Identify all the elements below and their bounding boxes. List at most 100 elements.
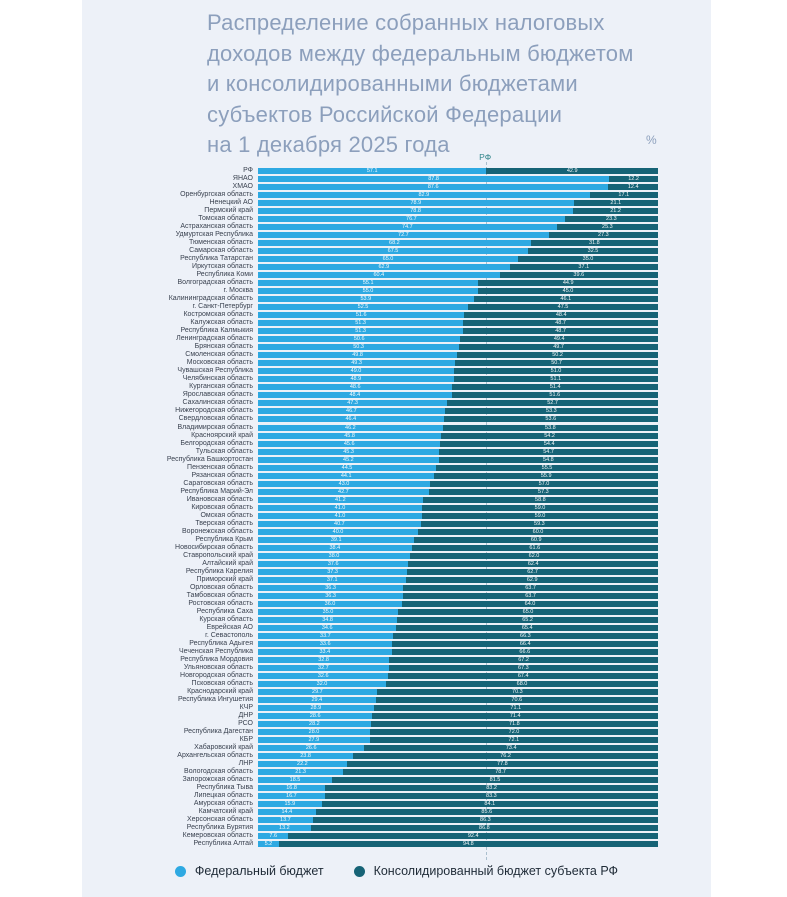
federal-segment: 49.3 bbox=[258, 360, 456, 367]
consolidated-value: 70.3 bbox=[512, 689, 523, 696]
consolidated-segment: 67.2 bbox=[389, 656, 658, 663]
chart-row: Республика Тыва 16.8 83.2 bbox=[82, 784, 711, 792]
federal-segment: 67.5 bbox=[258, 248, 528, 255]
consolidated-value: 77.8 bbox=[497, 761, 508, 768]
federal-segment: 68.2 bbox=[258, 240, 531, 247]
stacked-bar: 48.9 51.1 bbox=[258, 376, 658, 383]
consolidated-segment: 51.6 bbox=[451, 392, 658, 399]
consolidated-value: 49.4 bbox=[553, 336, 565, 343]
region-label: РФ bbox=[243, 167, 253, 174]
stacked-bar: 65.0 35.0 bbox=[258, 256, 658, 263]
consolidated-segment: 55.9 bbox=[434, 472, 658, 479]
chart-row: Чеченская Республика 33.4 66.6 bbox=[82, 648, 711, 656]
region-label: Чеченская Республика bbox=[179, 647, 253, 655]
stacked-bar: 42.7 57.3 bbox=[258, 488, 658, 495]
federal-value: 28.6 bbox=[309, 713, 321, 720]
chart-row: Владимирская область 46.2 53.8 bbox=[82, 424, 711, 432]
consolidated-value: 71.1 bbox=[510, 705, 522, 712]
federal-value: 87.8 bbox=[428, 176, 439, 183]
region-label: Костромская область bbox=[183, 311, 253, 319]
chart-row: Пермский край 78.8 21.2 bbox=[82, 207, 711, 215]
stacked-bar: 41.0 59.0 bbox=[258, 512, 658, 519]
stacked-bar: 78.9 21.1 bbox=[258, 200, 658, 207]
chart-row: Саратовская область 43.0 57.0 bbox=[82, 480, 711, 488]
consolidated-value: 68.0 bbox=[516, 681, 528, 687]
stacked-bar: 78.8 21.2 bbox=[258, 208, 658, 215]
federal-value: 68.2 bbox=[389, 240, 400, 247]
region-label: Иркутская область bbox=[192, 263, 253, 271]
consolidated-value: 39.6 bbox=[573, 272, 585, 279]
chart-row: Херсонская область 13.7 86.3 bbox=[82, 816, 711, 824]
stacked-bar: 34.6 65.4 bbox=[258, 624, 658, 631]
federal-value: 5.2 bbox=[264, 841, 273, 848]
consolidated-segment: 71.4 bbox=[372, 713, 658, 720]
region-label: г. Москва bbox=[223, 287, 254, 295]
federal-segment: 51.3 bbox=[258, 320, 464, 327]
consolidated-segment: 47.5 bbox=[468, 304, 658, 311]
federal-value: 53.9 bbox=[360, 296, 372, 303]
federal-value: 13.7 bbox=[280, 817, 291, 824]
region-label: Республика Татарстан bbox=[180, 255, 253, 263]
stacked-bar: 46.7 53.3 bbox=[258, 408, 658, 415]
region-label: Республика Калмыкия bbox=[180, 327, 253, 335]
federal-value: 34.8 bbox=[322, 616, 333, 623]
federal-value: 51.6 bbox=[355, 312, 367, 319]
federal-value: 44.5 bbox=[341, 464, 353, 471]
region-label: ЛНР bbox=[238, 760, 253, 768]
federal-legend-dot-icon bbox=[174, 865, 186, 877]
consolidated-value: 71.8 bbox=[509, 721, 520, 728]
federal-value: 27.9 bbox=[308, 737, 320, 744]
chart-row: Алтайский край 37.6 62.4 bbox=[82, 560, 711, 568]
stacked-bar: 18.5 81.5 bbox=[258, 777, 658, 784]
legend-label: Федеральный бюджет bbox=[194, 864, 324, 878]
consolidated-segment: 84.1 bbox=[321, 801, 658, 808]
federal-value: 40.0 bbox=[332, 528, 344, 535]
federal-segment: 32.7 bbox=[258, 664, 389, 671]
consolidated-value: 85.6 bbox=[481, 809, 493, 816]
federal-segment: 32.6 bbox=[258, 672, 389, 679]
region-label: Калужская область bbox=[190, 319, 253, 327]
region-label: ЯНАО bbox=[232, 175, 253, 183]
consolidated-segment: 25.3 bbox=[556, 224, 658, 231]
consolidated-segment: 73.4 bbox=[364, 745, 658, 752]
chart-row: Удмуртская Республика 72.7 27.3 bbox=[82, 231, 711, 239]
consolidated-value: 51.1 bbox=[550, 376, 562, 383]
federal-value: 49.3 bbox=[351, 360, 362, 367]
region-label: Ивановская область bbox=[186, 495, 253, 503]
stacked-bar: 41.0 59.0 bbox=[258, 504, 658, 511]
federal-segment: 38.4 bbox=[258, 544, 412, 551]
consolidated-value: 52.7 bbox=[547, 400, 558, 407]
consolidated-segment: 83.3 bbox=[324, 793, 658, 800]
region-label: Удмуртская Республика bbox=[175, 231, 253, 239]
consolidated-value: 72.1 bbox=[508, 737, 520, 744]
consolidated-segment: 58.8 bbox=[422, 496, 658, 503]
chart-row: РФ 57.1 42.9 bbox=[82, 167, 711, 175]
consolidated-value: 51.4 bbox=[549, 384, 561, 391]
chart-row: г. Севастополь 33.7 66.3 bbox=[82, 632, 711, 640]
federal-value: 32.6 bbox=[317, 672, 329, 679]
federal-segment: 38.0 bbox=[258, 552, 410, 559]
stacked-bar: 47.3 52.7 bbox=[258, 400, 658, 407]
consolidated-segment: 63.7 bbox=[403, 592, 658, 599]
chart-row: Запорожская область 18.5 81.5 bbox=[82, 776, 711, 784]
federal-value: 38.0 bbox=[328, 552, 340, 559]
stacked-bar: 87.6 12.4 bbox=[258, 184, 658, 191]
chart-row: Вологодская область 21.3 78.7 bbox=[82, 768, 711, 776]
federal-value: 13.2 bbox=[279, 825, 290, 832]
federal-segment: 42.7 bbox=[258, 488, 429, 495]
region-label: Амурская область bbox=[193, 800, 253, 808]
consolidated-value: 81.5 bbox=[489, 777, 501, 784]
consolidated-value: 54.8 bbox=[543, 456, 554, 463]
federal-value: 32.8 bbox=[318, 656, 329, 663]
consolidated-segment: 48.4 bbox=[464, 312, 658, 319]
region-label: Нижегородская область bbox=[175, 407, 253, 415]
consolidated-segment: 21.2 bbox=[573, 208, 658, 215]
consolidated-segment: 83.2 bbox=[325, 785, 658, 792]
consolidated-segment: 21.1 bbox=[573, 200, 658, 207]
federal-segment: 37.3 bbox=[258, 568, 408, 575]
federal-value: 48.9 bbox=[350, 376, 362, 383]
region-label: г. Санкт-Петербург bbox=[192, 303, 254, 311]
chart-rows: РФ 57.1 42.9 ЯНАО 87.8 12.2 ХМАО 87.6 12.4 Оренбу… bbox=[82, 167, 711, 848]
consolidated-value: 25.3 bbox=[602, 224, 613, 231]
federal-value: 82.9 bbox=[418, 192, 430, 199]
